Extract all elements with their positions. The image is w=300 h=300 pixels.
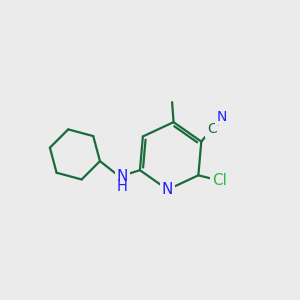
- Text: N: N: [162, 182, 173, 197]
- Text: H: H: [117, 179, 128, 194]
- Text: C: C: [207, 122, 217, 136]
- Text: N: N: [117, 169, 128, 184]
- Text: Cl: Cl: [212, 173, 227, 188]
- Text: N: N: [217, 110, 227, 124]
